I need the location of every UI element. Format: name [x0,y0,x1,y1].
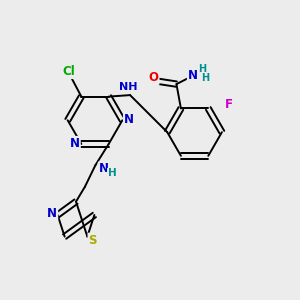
Text: Cl: Cl [62,65,75,78]
Text: NH: NH [119,82,138,92]
Text: O: O [148,71,159,84]
Text: N: N [124,113,134,126]
Text: H: H [198,64,206,74]
Text: N: N [47,207,57,220]
Text: H: H [201,73,209,83]
Text: N: N [70,137,80,150]
Text: S: S [88,234,97,247]
Text: N: N [99,162,109,176]
Text: H: H [108,168,116,178]
Text: N: N [188,69,198,82]
Text: F: F [225,98,233,111]
